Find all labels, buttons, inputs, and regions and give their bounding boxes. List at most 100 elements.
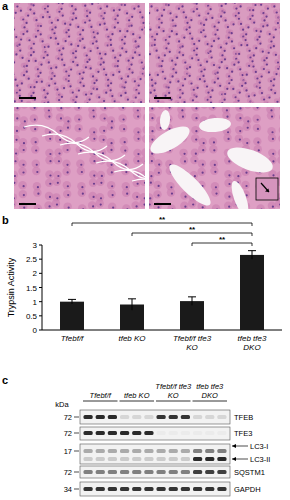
nucleus — [260, 30, 262, 32]
cell — [109, 93, 114, 98]
nucleus — [149, 197, 151, 199]
cell — [193, 51, 198, 56]
cell — [272, 90, 277, 95]
nucleus — [97, 32, 99, 34]
nucleus — [74, 101, 76, 103]
cell — [222, 17, 227, 22]
cell — [278, 134, 280, 142]
nucleus — [117, 15, 119, 17]
nucleus — [125, 51, 127, 53]
nucleus — [67, 194, 69, 196]
nucleus — [60, 53, 62, 55]
unit-label: kDa — [55, 400, 69, 409]
cell — [257, 40, 262, 45]
cell — [196, 37, 201, 42]
cell — [62, 167, 70, 175]
panel-label: c — [2, 374, 8, 386]
nucleus — [228, 174, 230, 176]
cell — [149, 26, 152, 31]
marker-label: 17 — [64, 447, 72, 456]
nucleus — [139, 36, 141, 38]
nucleus — [36, 171, 38, 173]
nucleus — [257, 141, 259, 143]
nucleus — [224, 58, 226, 60]
nucleus — [14, 100, 16, 102]
nucleus — [161, 15, 163, 17]
cell — [45, 156, 53, 164]
cell — [209, 14, 214, 19]
label-line: DKO — [243, 343, 260, 352]
cell — [139, 199, 145, 207]
nucleus — [117, 65, 119, 67]
cell — [156, 24, 161, 29]
cell — [252, 107, 260, 111]
nucleus — [226, 116, 228, 118]
nucleus — [248, 50, 250, 52]
nucleus — [46, 92, 48, 94]
cell — [174, 100, 179, 103]
nucleus — [106, 28, 108, 30]
band — [120, 449, 129, 453]
nucleus — [133, 8, 135, 10]
cell — [149, 89, 152, 94]
cell — [45, 43, 50, 48]
nucleus — [104, 107, 106, 109]
nucleus — [32, 4, 34, 6]
cell — [89, 111, 97, 119]
nucleus — [95, 40, 97, 42]
band — [144, 457, 153, 461]
nucleus — [162, 30, 164, 32]
nucleus — [279, 203, 280, 205]
cell — [244, 3, 249, 4]
nucleus — [247, 120, 249, 122]
nucleus — [79, 33, 81, 35]
cell — [29, 107, 37, 111]
nucleus — [196, 47, 198, 49]
nucleus — [169, 12, 171, 14]
cell — [149, 66, 150, 71]
nucleus — [15, 12, 17, 14]
cell — [245, 24, 250, 29]
nucleus — [29, 9, 31, 11]
cell — [14, 82, 19, 87]
cell — [271, 3, 276, 8]
nucleus — [103, 130, 105, 132]
nucleus — [41, 81, 43, 83]
cell — [93, 77, 98, 82]
nucleus — [72, 91, 74, 93]
nucleus — [64, 23, 66, 25]
cell — [235, 113, 243, 121]
nucleus — [33, 51, 35, 53]
cell — [48, 75, 53, 80]
nucleus — [21, 57, 23, 59]
nucleus — [93, 160, 95, 162]
nucleus — [175, 16, 177, 18]
cell — [203, 83, 208, 88]
cell — [245, 93, 250, 98]
nucleus — [189, 26, 191, 28]
nucleus — [141, 16, 143, 18]
cell — [63, 202, 71, 209]
cell — [88, 23, 93, 28]
cell — [122, 204, 130, 209]
nucleus — [48, 16, 50, 18]
cell — [14, 3, 19, 8]
cell — [75, 42, 80, 47]
nucleus — [193, 10, 195, 12]
marker-label: 72 — [64, 429, 72, 438]
cell — [78, 204, 86, 209]
lane-group-line — [120, 401, 155, 402]
cell — [277, 103, 280, 104]
cell — [181, 34, 186, 39]
cell — [231, 3, 236, 4]
cell — [81, 44, 86, 49]
nucleus — [185, 16, 187, 18]
nucleus — [38, 208, 40, 209]
cell — [33, 188, 41, 196]
nucleus — [56, 197, 58, 199]
nucleus — [237, 100, 239, 102]
band — [84, 470, 93, 474]
nucleus — [150, 182, 152, 184]
nucleus — [102, 17, 104, 19]
y-tick — [39, 301, 42, 302]
